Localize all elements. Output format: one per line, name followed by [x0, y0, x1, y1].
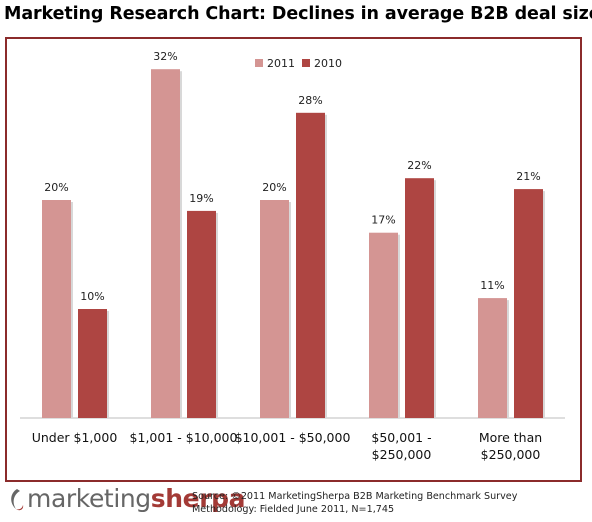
- bar-2010-0: [78, 309, 107, 418]
- bar-chart: 2011 2010 20% 10% Under $1,000 32% 19% $1,001 -…: [20, 50, 565, 462]
- bar-2010-3: [405, 178, 434, 418]
- methodology-line: Methodology: Fielded June 2011, N=1,745: [192, 504, 395, 515]
- legend-swatch-2011: [255, 59, 263, 67]
- data-label-2010-3: 22%: [407, 159, 431, 172]
- x-tick-label-4: $250,000: [481, 447, 541, 462]
- bar-2010-1: [187, 210, 216, 418]
- x-tick-label-3: $250,000: [372, 447, 432, 462]
- bar-2011-3: [369, 232, 398, 418]
- bar-2011-0: [42, 200, 71, 418]
- data-label-2010-0: 10%: [80, 290, 104, 303]
- x-tick-label-3: $50,001 -: [371, 430, 431, 445]
- chart-frame: [5, 37, 582, 482]
- data-label-2011-0: 20%: [44, 181, 68, 194]
- logo-text-marketing: marketing: [27, 484, 151, 513]
- data-label-2010-4: 21%: [516, 170, 540, 183]
- data-label-2010-1: 19%: [189, 192, 213, 205]
- data-label-2011-4: 11%: [480, 279, 504, 292]
- x-tick-label-4: More than: [479, 430, 542, 445]
- footer: marketing sherpa Source: ©2011 MarketingS…: [0, 482, 592, 522]
- data-label-2011-2: 20%: [262, 181, 286, 194]
- x-tick-label-0: Under $1,000: [32, 430, 118, 445]
- chart-title: Marketing Research Chart: Declines in av…: [4, 4, 592, 24]
- source-note: Source: ©2011 MarketingSherpa B2B Market…: [192, 490, 517, 516]
- swoosh-icon: [11, 488, 24, 510]
- legend-label-2011: 2011: [267, 57, 295, 70]
- data-label-2010-2: 28%: [298, 94, 322, 107]
- bar-2011-1: [151, 69, 180, 418]
- legend-swatch-2010: [302, 59, 310, 67]
- bar-2010-2: [296, 112, 325, 419]
- x-tick-label-1: $1,001 - $10,000: [130, 430, 238, 445]
- legend-label-2010: 2010: [314, 57, 342, 70]
- bar-2010-4: [514, 189, 543, 418]
- bar-2011-4: [478, 298, 507, 418]
- data-label-2011-1: 32%: [153, 50, 177, 63]
- marketingsherpa-logo: marketing sherpa: [8, 484, 246, 513]
- source-line: Source: ©2011 MarketingSherpa B2B Market…: [192, 491, 518, 502]
- logo-text-sherpa: sherpa: [150, 484, 246, 513]
- x-tick-label-2: $10,001 - $50,000: [235, 430, 351, 445]
- data-label-2011-3: 17%: [371, 214, 395, 227]
- bar-2011-2: [260, 200, 289, 418]
